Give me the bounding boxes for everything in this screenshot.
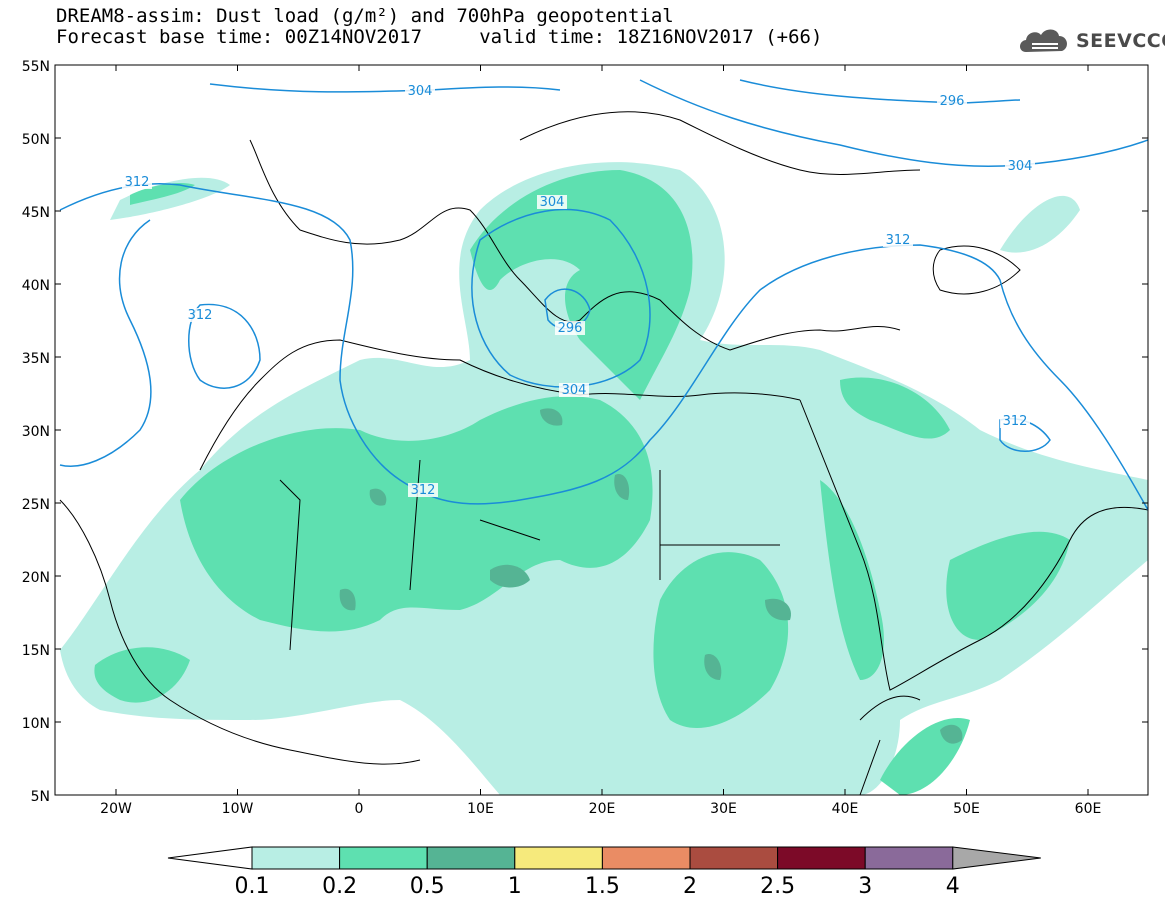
- colorbar-labels: 0.1 0.2 0.5 1 1.5 2 2.5 3 4: [235, 874, 960, 899]
- lon-label: 50E: [953, 801, 980, 817]
- latitude-axis: 55N 50N 45N 40N 35N 30N 25N 20N 15N 10N 5N: [22, 59, 1148, 805]
- lon-label: 10E: [467, 801, 494, 817]
- lat-label: 10N: [22, 716, 50, 732]
- colorbar-swatches: [167, 846, 1041, 870]
- contour-label: 312: [886, 233, 911, 248]
- contour-label: 304: [408, 84, 433, 99]
- longitude-axis: 20W 10W 0 10E 20E 30E 40E 50E 60E: [100, 65, 1101, 817]
- dust-level-0.5: [339, 408, 963, 744]
- lat-label: 45N: [22, 205, 50, 221]
- colorbar-level-label: 2.5: [760, 874, 795, 899]
- colorbar-swatch: [777, 846, 866, 870]
- contour-label: 304: [1008, 159, 1033, 174]
- colorbar-level-label: 3: [858, 874, 872, 899]
- lon-label: 20E: [589, 801, 616, 817]
- contour-label: 304: [540, 195, 565, 210]
- colorbar-level-label: 4: [946, 874, 960, 899]
- colorbar-swatch: [251, 846, 341, 870]
- lon-label: 40E: [832, 801, 859, 817]
- lat-label: 20N: [22, 570, 50, 586]
- contour-labels: 304 296 304 312 312 312 304 296 304 312 312: [122, 84, 1035, 498]
- lat-label: 25N: [22, 497, 50, 513]
- lon-label: 10W: [222, 801, 254, 817]
- lon-label: 60E: [1075, 801, 1102, 817]
- contour-label: 296: [558, 321, 583, 336]
- contour-label: 312: [125, 175, 150, 190]
- lat-label: 40N: [22, 278, 50, 294]
- contour-label: 312: [188, 308, 213, 323]
- contour-label: 312: [1003, 414, 1028, 429]
- colorbar-arrow-high: [952, 846, 1041, 870]
- lon-label: 20W: [100, 801, 132, 817]
- seevccc-logo: SEEVCCC: [1018, 22, 1165, 62]
- colorbar-swatch: [689, 846, 779, 870]
- contour-label: 304: [562, 383, 587, 398]
- lat-label: 5N: [31, 789, 50, 805]
- colorbar-swatch: [426, 846, 516, 870]
- colorbar-swatch: [601, 846, 691, 870]
- lat-label: 55N: [22, 59, 50, 75]
- coastlines: [59, 111, 1148, 795]
- contour-label: 312: [411, 483, 436, 498]
- contour-label: 296: [940, 94, 965, 109]
- colorbar-level-label: 1.5: [585, 874, 620, 899]
- logo-text: SEEVCCC: [1076, 30, 1165, 52]
- lon-label: 30E: [710, 801, 737, 817]
- colorbar-swatch: [864, 846, 954, 870]
- lat-label: 35N: [22, 351, 50, 367]
- lat-label: 30N: [22, 424, 50, 440]
- cloud-logo-icon: [1020, 29, 1068, 52]
- colorbar-level-label: 1: [508, 874, 522, 899]
- colorbar-level-label: 0.5: [410, 874, 445, 899]
- colorbar-swatch: [339, 846, 428, 870]
- colorbar-level-label: 0.2: [322, 874, 357, 899]
- colorbar-level-label: 2: [683, 874, 697, 899]
- colorbar-level-label: 0.1: [235, 874, 270, 899]
- map-subtitle-times: Forecast base time: 00Z14NOV2017 valid t…: [56, 26, 823, 48]
- map-title: DREAM8-assim: Dust load (g/m²) and 700hP…: [56, 5, 674, 27]
- lat-label: 15N: [22, 643, 50, 659]
- lon-label: 0: [355, 801, 364, 817]
- colorbar-arrow-low: [167, 846, 253, 870]
- lat-label: 50N: [22, 132, 50, 148]
- colorbar-swatch: [514, 846, 603, 870]
